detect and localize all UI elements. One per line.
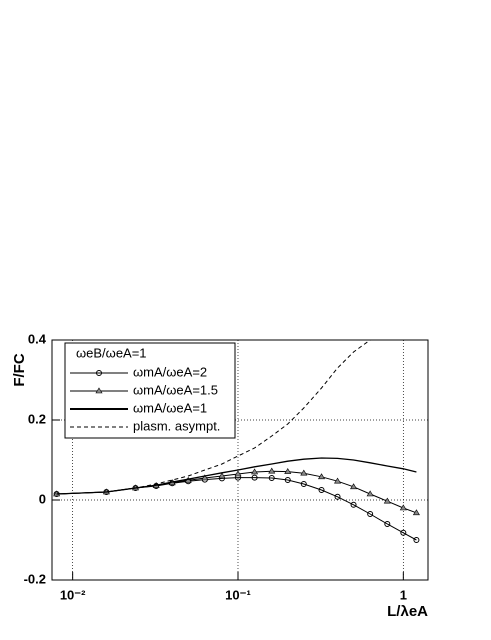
marker — [367, 511, 374, 517]
marker — [251, 474, 258, 481]
marker — [268, 475, 275, 481]
y-tick-label: -0.2 — [24, 571, 46, 586]
marker — [366, 490, 374, 497]
series-line — [56, 457, 417, 495]
marker — [350, 483, 358, 490]
marker — [95, 387, 103, 394]
plot-area — [53, 340, 420, 543]
marker — [284, 477, 291, 483]
legend-label: plasm. asympt. — [133, 418, 220, 433]
marker — [284, 468, 292, 474]
marker — [300, 481, 307, 487]
y-tick-label: 0.2 — [28, 411, 46, 426]
plot-frame — [51, 339, 429, 581]
marker — [317, 473, 326, 480]
x-tick-label: 1 — [400, 587, 407, 602]
marker — [334, 493, 341, 500]
series-line — [56, 340, 371, 495]
marker — [268, 467, 276, 474]
marker — [384, 521, 391, 527]
marker — [251, 468, 259, 475]
x-tick-label: 10⁻¹ — [225, 587, 251, 602]
marker — [400, 529, 407, 536]
y-tick-label: 0.4 — [28, 331, 47, 346]
marker — [318, 487, 325, 493]
legend-label: ωmA/ωeA=1.5 — [133, 382, 218, 397]
marker — [413, 537, 420, 543]
legend-title: ωeB/ωeA=1 — [76, 345, 147, 360]
series-line — [56, 477, 417, 541]
marker — [218, 472, 226, 479]
y-tick-label: 0 — [39, 491, 46, 506]
legend-label: ωmA/ωeA=1 — [133, 400, 207, 415]
y-axis-label: F/FC — [11, 353, 28, 386]
marker — [350, 501, 357, 508]
marker — [96, 370, 102, 376]
legend-label: ωmA/ωeA=2 — [133, 364, 207, 379]
x-axis-label: L/λeA — [387, 603, 428, 620]
marker — [412, 509, 420, 516]
marker — [399, 504, 407, 511]
marker — [300, 469, 308, 476]
marker — [383, 497, 391, 504]
marker — [201, 474, 209, 481]
x-tick-label: 10⁻² — [60, 587, 86, 602]
marker — [234, 470, 242, 477]
marker — [334, 477, 342, 484]
